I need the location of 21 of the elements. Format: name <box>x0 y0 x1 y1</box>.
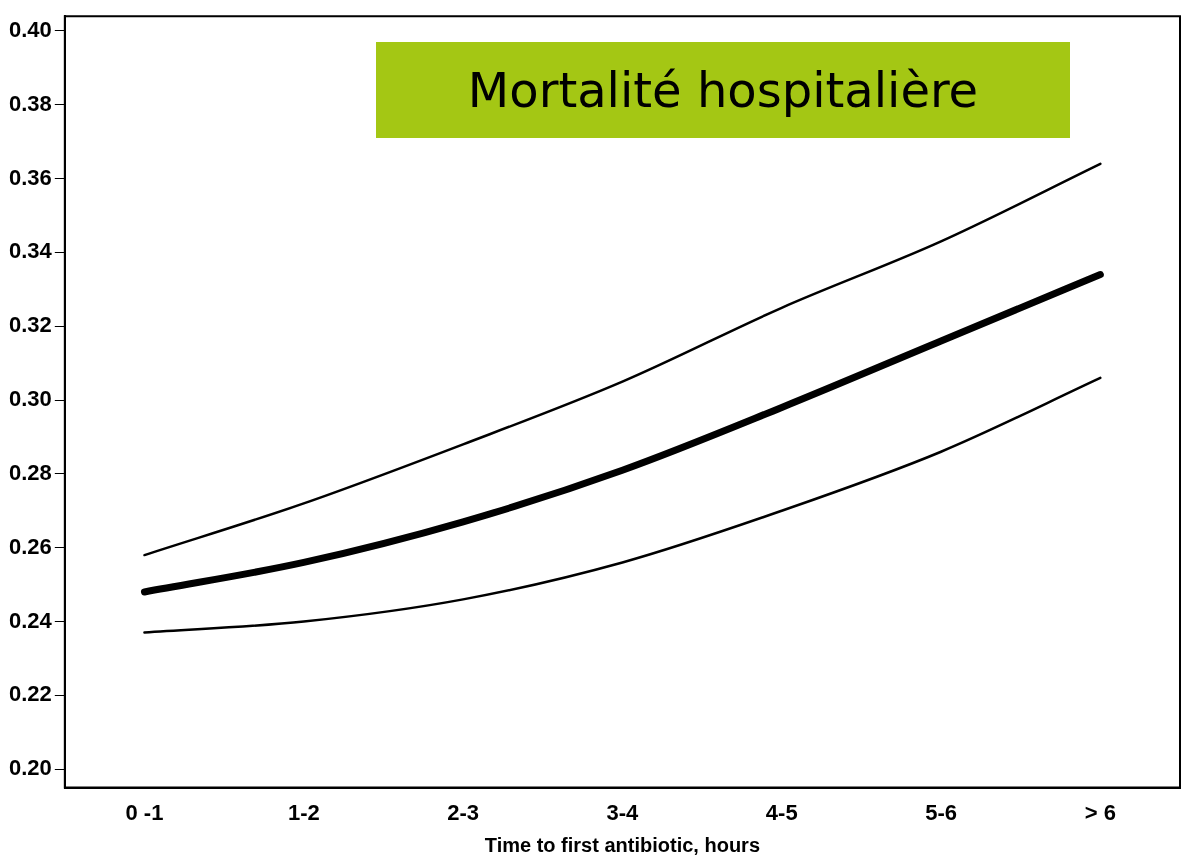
y-tick-label: 0.38 <box>8 90 52 116</box>
y-tick-label: 0.34 <box>8 238 53 264</box>
y-tick-label: 0.24 <box>8 607 53 633</box>
y-tick-label: 0.28 <box>8 459 52 485</box>
y-tick-label: 0.30 <box>8 386 52 412</box>
x-axis-title: Time to first antibiotic, hours <box>484 833 761 856</box>
x-tick-label: 3-4 <box>606 799 640 825</box>
line-series <box>143 376 1102 634</box>
y-tick-label: 0.26 <box>8 533 52 559</box>
y-tick-label: 0.40 <box>8 17 52 43</box>
line-series <box>143 162 1102 557</box>
y-tick-label: 0.32 <box>8 312 52 338</box>
x-tick-label: > 6 <box>1084 799 1116 825</box>
x-tick-label: 1-2 <box>287 799 320 825</box>
x-tick-label: 5-6 <box>925 799 957 825</box>
y-tick-label: 0.22 <box>8 681 52 707</box>
y-tick-label: 0.20 <box>8 755 52 781</box>
x-tick-label: 4-5 <box>765 799 798 825</box>
x-tick-label: 0 -1 <box>125 799 164 825</box>
x-tick-label: 2-3 <box>447 799 479 825</box>
y-tick-label: 0.36 <box>8 164 52 190</box>
